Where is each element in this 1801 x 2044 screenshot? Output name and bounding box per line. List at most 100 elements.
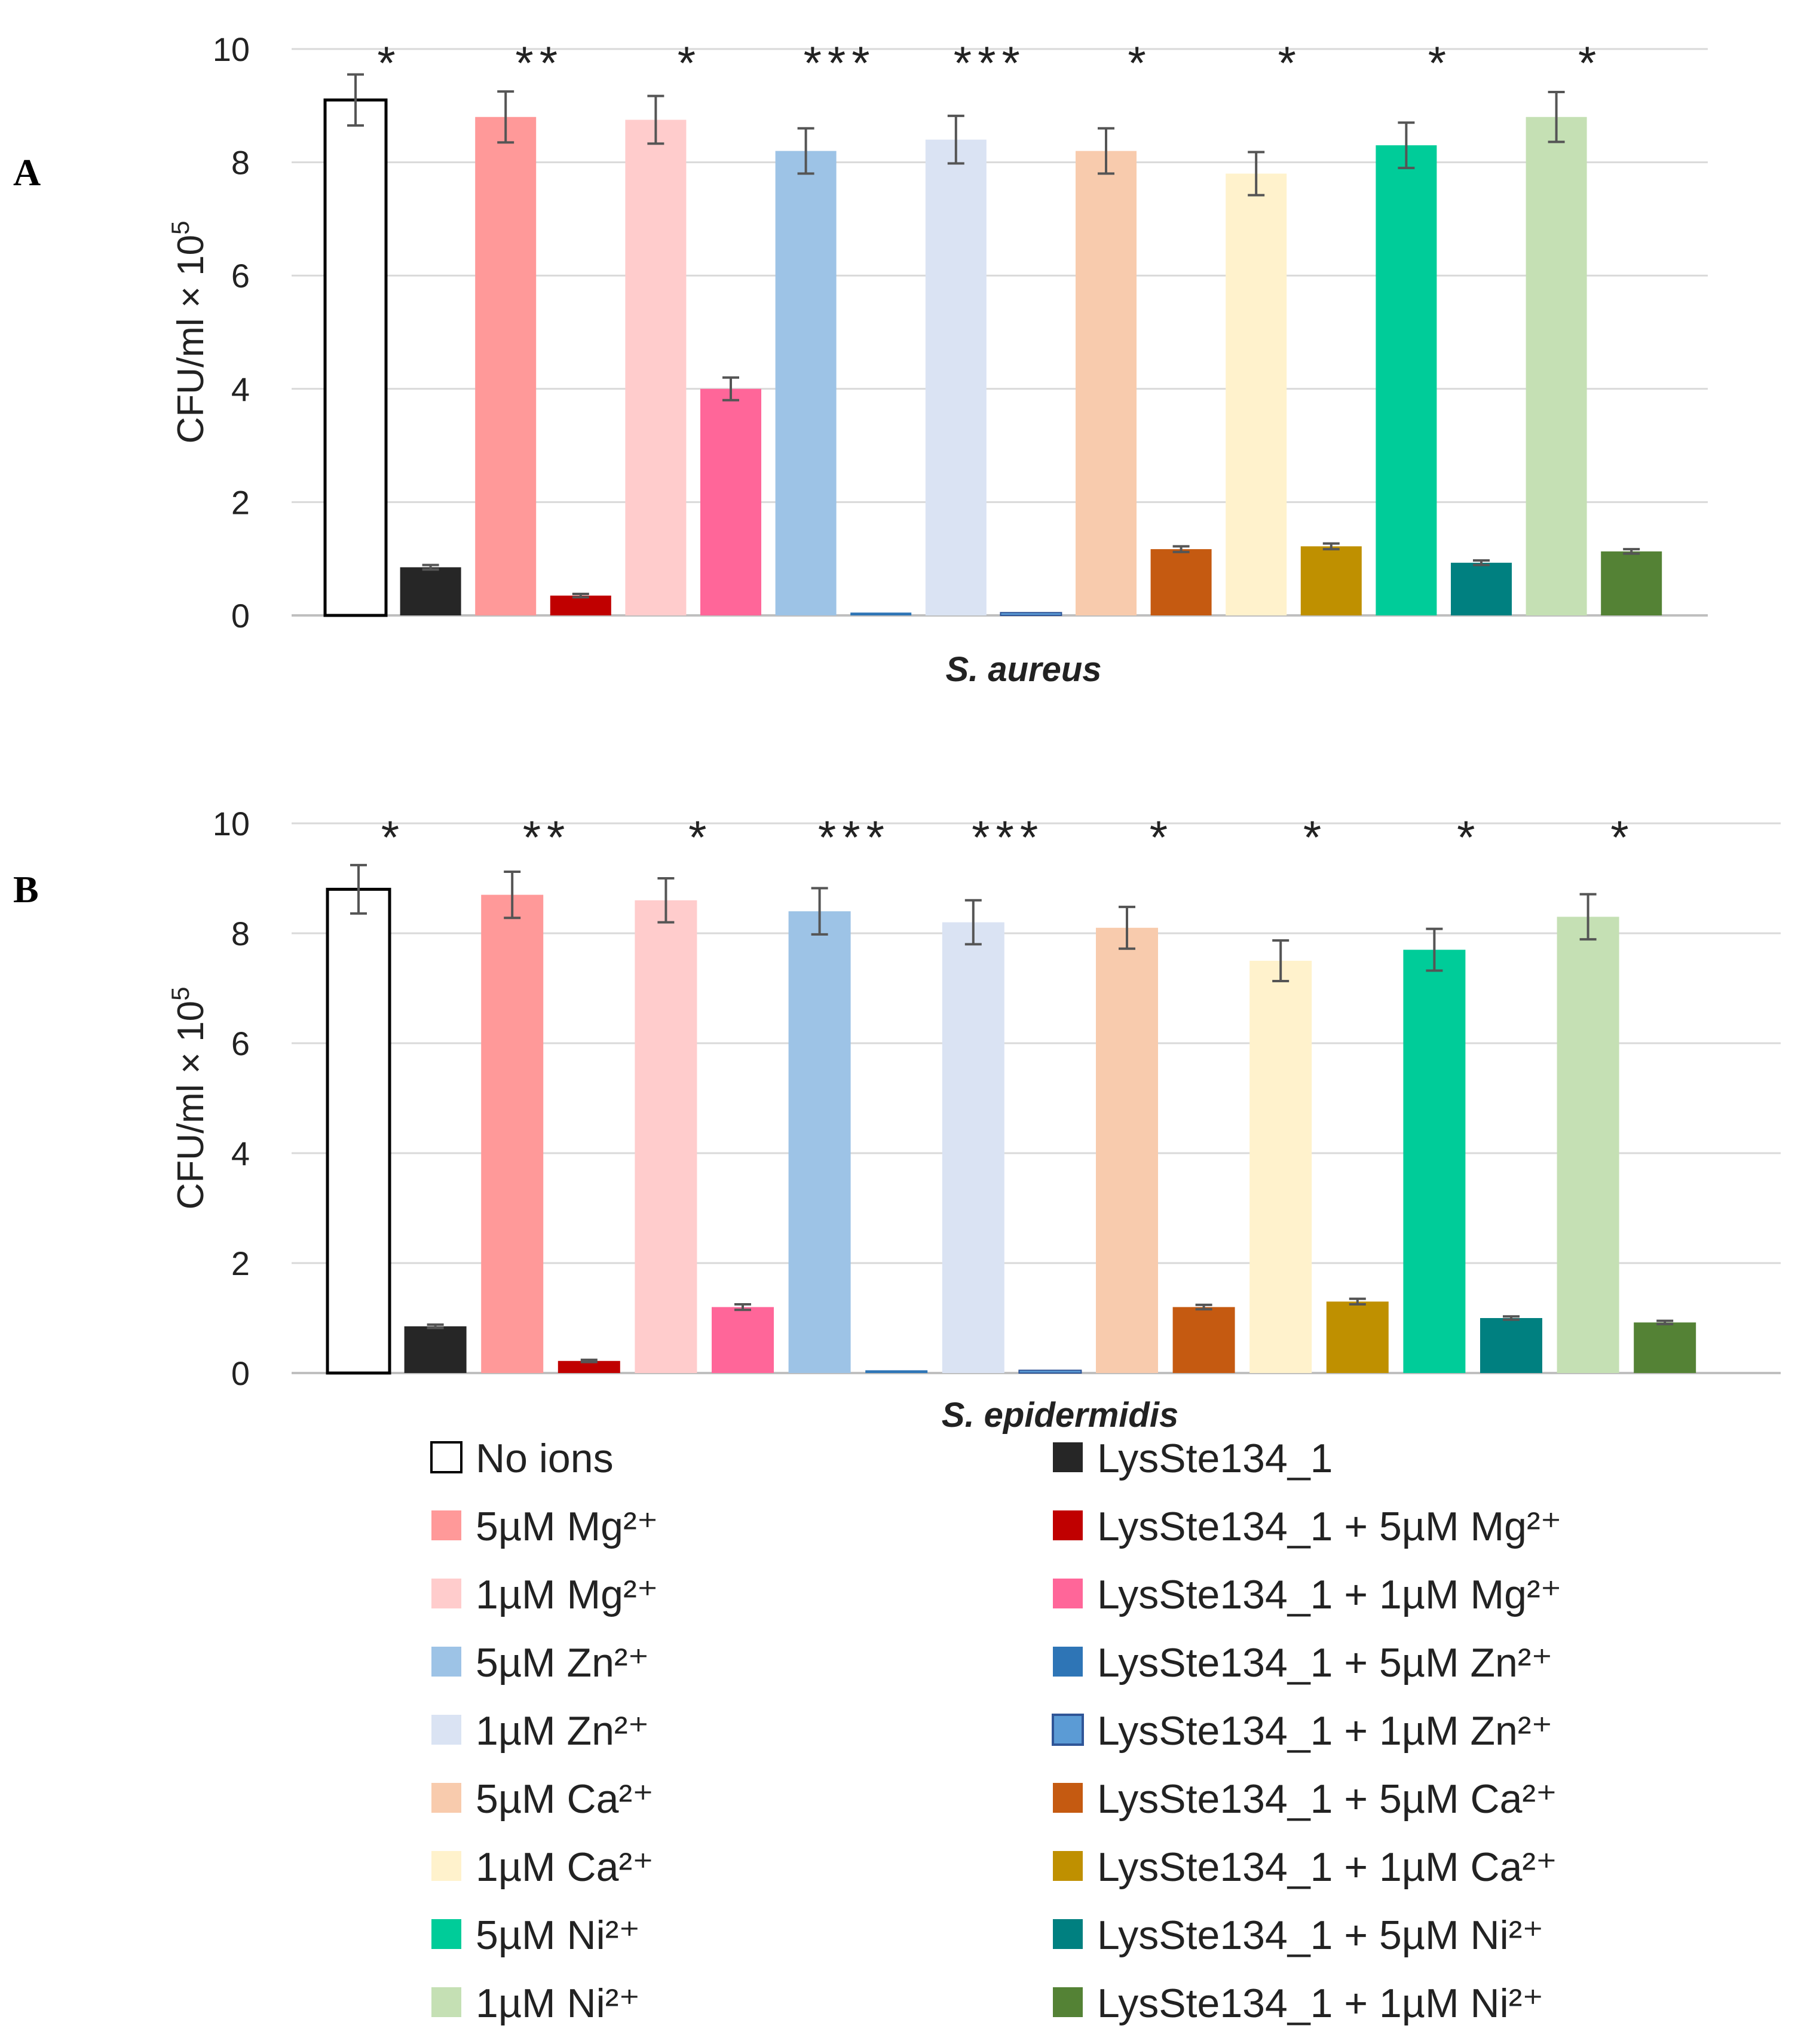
- significance-marker: **: [515, 36, 563, 89]
- legend-swatch: [431, 1579, 461, 1608]
- significance-marker: **: [523, 811, 571, 863]
- bar: [1018, 1369, 1082, 1374]
- y-tick-label: 8: [231, 144, 250, 182]
- bar: [1226, 173, 1287, 615]
- bar: [400, 567, 461, 615]
- bar: [1634, 1322, 1696, 1373]
- significance-marker: *: [1303, 811, 1327, 863]
- y-tick-label: 0: [231, 1355, 250, 1392]
- legend: No ions LysSte134_1 5µM Mg²⁺ LysSte134_1 + …: [430, 1436, 1561, 2026]
- y-tick-label: 2: [231, 483, 250, 521]
- bar: [925, 139, 987, 615]
- bar: [625, 119, 687, 615]
- bar: [404, 1326, 467, 1373]
- bar: [1601, 551, 1662, 615]
- legend-swatch: [431, 1783, 461, 1813]
- legend-swatch: [1053, 1919, 1083, 1949]
- bar: [1150, 549, 1212, 615]
- bar: [712, 1307, 774, 1373]
- bar: [1326, 1301, 1389, 1373]
- bar: [323, 98, 388, 617]
- legend-swatch: [1053, 1647, 1083, 1677]
- y-axis-label: CFU/ml × 105: [166, 220, 212, 443]
- legend-swatch: [1053, 1510, 1083, 1540]
- y-tick-label: 8: [231, 915, 250, 952]
- legend-swatch: [430, 1441, 462, 1473]
- legend-label: LysSte134_1 + 5µM Ca²⁺: [1097, 1776, 1557, 1822]
- legend-swatch: [1053, 1783, 1083, 1813]
- bar: [558, 1360, 620, 1373]
- legend-label: No ions: [476, 1436, 614, 1481]
- significance-marker: ***: [818, 811, 890, 863]
- bar: [1096, 927, 1158, 1373]
- legend-label: 5µM Mg²⁺: [476, 1504, 658, 1549]
- significance-marker: *: [1128, 36, 1151, 89]
- significance-marker: *: [1578, 36, 1602, 89]
- legend-swatch: [1053, 1579, 1083, 1608]
- significance-marker: *: [381, 811, 405, 863]
- legend-swatch: [1053, 1442, 1083, 1472]
- bar: [1172, 1307, 1235, 1373]
- significance-marker: *: [1428, 36, 1452, 89]
- significance-marker: *: [377, 36, 401, 89]
- legend-label: 5µM Ca²⁺: [476, 1776, 654, 1822]
- y-axis-label: CFU/ml × 105: [166, 986, 212, 1209]
- bar: [1249, 961, 1312, 1373]
- bar: [475, 117, 537, 615]
- bar: [775, 151, 837, 615]
- bar: [865, 1370, 928, 1373]
- y-tick-label: 0: [231, 597, 250, 635]
- legend-label: LysSte134_1 + 1µM Ca²⁺: [1097, 1844, 1557, 1890]
- significance-marker: *: [688, 811, 712, 863]
- legend-swatch: [431, 1851, 461, 1881]
- legend-swatch: [431, 1510, 461, 1540]
- panel-letter: A: [13, 151, 41, 194]
- bar: [850, 612, 912, 615]
- legend-swatch: [431, 1987, 461, 2017]
- y-tick-label: 4: [231, 1135, 250, 1172]
- legend-swatch: [1053, 1851, 1083, 1881]
- y-tick-label: 10: [213, 30, 250, 68]
- bar: [1526, 117, 1587, 615]
- legend-label: 1µM Ni²⁺: [476, 1981, 640, 2026]
- bar: [1376, 145, 1437, 615]
- y-tick-label: 2: [231, 1245, 250, 1282]
- x-axis-label: S. aureus: [945, 650, 1101, 689]
- y-tick-label: 6: [231, 257, 250, 295]
- significance-marker: ***: [954, 36, 1026, 89]
- significance-marker: *: [678, 36, 702, 89]
- legend-swatch: [1052, 1714, 1084, 1746]
- bar: [326, 887, 391, 1375]
- bar: [1076, 151, 1137, 615]
- legend-label: LysSte134_1: [1097, 1436, 1333, 1481]
- bar: [1557, 917, 1619, 1373]
- legend-label: LysSte134_1 + 5µM Ni²⁺: [1097, 1913, 1543, 1958]
- y-tick-label: 6: [231, 1025, 250, 1062]
- legend-label: 1µM Ca²⁺: [476, 1844, 654, 1890]
- significance-marker: ***: [804, 36, 876, 89]
- legend-label: 5µM Ni²⁺: [476, 1913, 640, 1958]
- bar: [788, 911, 851, 1373]
- bar: [1300, 546, 1362, 615]
- legend-swatch: [431, 1647, 461, 1677]
- legend-label: 1µM Zn²⁺: [476, 1708, 649, 1754]
- bar: [1480, 1318, 1542, 1373]
- significance-marker: *: [1610, 811, 1634, 863]
- legend-swatch: [431, 1715, 461, 1745]
- legend-swatch: [1053, 1987, 1083, 2017]
- bar: [1451, 562, 1512, 615]
- bar: [550, 595, 611, 615]
- legend-label: 1µM Mg²⁺: [476, 1572, 658, 1617]
- legend-label: LysSte134_1 + 1µM Ni²⁺: [1097, 1981, 1543, 2026]
- y-tick-label: 10: [213, 805, 250, 842]
- legend-label: 5µM Zn²⁺: [476, 1640, 649, 1686]
- legend-label: LysSte134_1 + 1µM Zn²⁺: [1097, 1708, 1552, 1754]
- significance-marker: ***: [972, 811, 1044, 863]
- bar: [1000, 612, 1062, 617]
- significance-marker: *: [1150, 811, 1174, 863]
- legend-swatch: [431, 1919, 461, 1949]
- significance-marker: *: [1457, 811, 1481, 863]
- bar: [1403, 949, 1466, 1373]
